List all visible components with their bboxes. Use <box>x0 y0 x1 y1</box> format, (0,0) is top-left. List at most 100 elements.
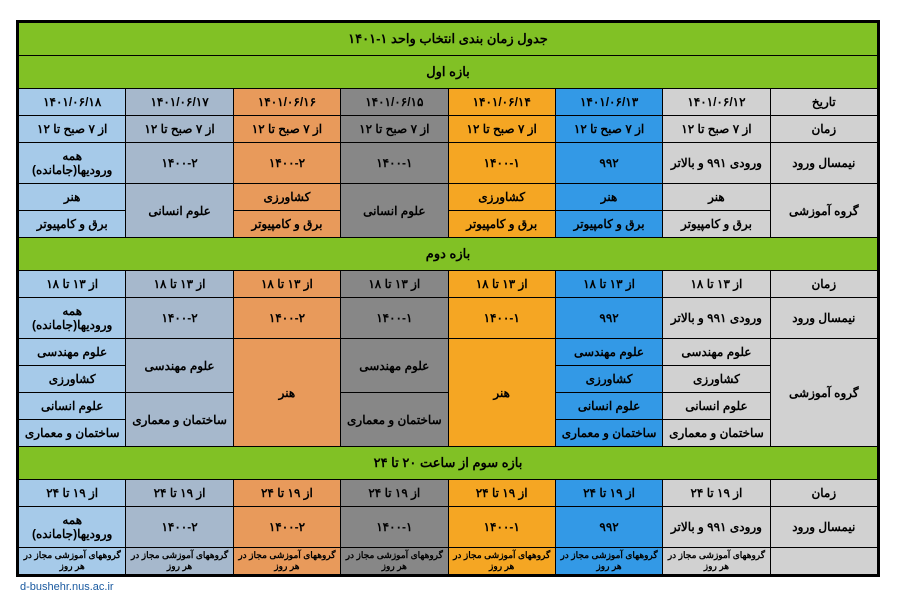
group-cell: ساختمان و معماری <box>341 393 448 447</box>
hdr-time: زمان <box>770 116 877 143</box>
time-cell: از ۱۹ تا ۲۴ <box>233 480 340 507</box>
time-cell: از ۱۹ تا ۲۴ <box>555 480 662 507</box>
time-cell: از ۱۳ تا ۱۸ <box>233 271 340 298</box>
date-cell: ۱۴۰۱/۰۶/۱۶ <box>233 89 340 116</box>
hdr-group: گروه آموزشی <box>770 339 877 447</box>
group-cell: علوم مهندسی <box>663 339 770 366</box>
time-cell: از ۱۹ تا ۲۴ <box>126 480 233 507</box>
group-cell: برق و کامپیوتر <box>555 211 662 238</box>
time-cell: از ۱۹ تا ۲۴ <box>19 480 126 507</box>
group-cell: برق و کامپیوتر <box>663 211 770 238</box>
phase3-title: بازه سوم از ساعت ۲۰ تا ۲۴ <box>19 447 878 480</box>
sem-cell: همه ورودیها(جامانده) <box>19 298 126 339</box>
time-cell: از ۷ صبح تا ۱۲ <box>19 116 126 143</box>
sem-cell: ورودی ۹۹۱ و بالاتر <box>663 298 770 339</box>
time-cell: از ۷ صبح تا ۱۲ <box>126 116 233 143</box>
group-cell: برق و کامپیوتر <box>448 211 555 238</box>
time-cell: از ۱۳ تا ۱۸ <box>555 271 662 298</box>
group-cell: علوم مهندسی <box>126 339 233 393</box>
group-cell: هنر <box>233 339 340 447</box>
group-cell: هنر <box>555 184 662 211</box>
time-cell: از ۱۹ تا ۲۴ <box>663 480 770 507</box>
sem-cell: ۱۴۰۰-۱ <box>341 143 448 184</box>
group-cell: علوم انسانی <box>555 393 662 420</box>
time-cell: از ۱۳ تا ۱۸ <box>126 271 233 298</box>
main-title: جدول زمان بندی انتخاب واحد ۱-۱۴۰۱ <box>19 23 878 56</box>
date-cell: ۱۴۰۱/۰۶/۱۵ <box>341 89 448 116</box>
group-row: گروه آموزشی علوم مهندسی علوم مهندسی هنر … <box>19 339 878 366</box>
group-cell: گروههای آموزشی مجاز در هر روز <box>555 548 662 575</box>
hdr-sem: نیمسال ورود <box>770 143 877 184</box>
sem-cell: ۱۴۰۰-۲ <box>233 143 340 184</box>
group-cell: علوم انسانی <box>663 393 770 420</box>
time-cell: از ۷ صبح تا ۱۲ <box>448 116 555 143</box>
sem-cell: ۱۴۰۰-۱ <box>341 507 448 548</box>
sem-cell: ورودی ۹۹۱ و بالاتر <box>663 143 770 184</box>
group-cell: برق و کامپیوتر <box>233 211 340 238</box>
phase1-title: بازه اول <box>19 56 878 89</box>
group-cell: گروههای آموزشی مجاز در هر روز <box>126 548 233 575</box>
group-cell: علوم مهندسی <box>555 339 662 366</box>
hdr-group: گروه آموزشی <box>770 184 877 238</box>
time-row: زمان از ۷ صبح تا ۱۲ از ۷ صبح تا ۱۲ از ۷ … <box>19 116 878 143</box>
sem-cell: ۱۴۰۰-۲ <box>233 298 340 339</box>
group-row: گروههای آموزشی مجاز در هر روز گروههای آم… <box>19 548 878 575</box>
group-cell: علوم انسانی <box>341 184 448 238</box>
group-row: گروه آموزشی هنر هنر کشاورزی علوم انسانی … <box>19 184 878 211</box>
sem-cell: ۱۴۰۰-۲ <box>126 143 233 184</box>
group-cell: کشاورزی <box>19 366 126 393</box>
time-row: زمان از ۱۹ تا ۲۴ از ۱۹ تا ۲۴ از ۱۹ تا ۲۴… <box>19 480 878 507</box>
group-cell: گروههای آموزشی مجاز در هر روز <box>663 548 770 575</box>
group-cell: گروههای آموزشی مجاز در هر روز <box>233 548 340 575</box>
group-cell: ساختمان و معماری <box>555 420 662 447</box>
hdr-group <box>770 548 877 575</box>
sem-cell: ورودی ۹۹۱ و بالاتر <box>663 507 770 548</box>
date-row: تاریخ ۱۴۰۱/۰۶/۱۲ ۱۴۰۱/۰۶/۱۳ ۱۴۰۱/۰۶/۱۴ ۱… <box>19 89 878 116</box>
footer-url: d-bushehr.nus.ac.ir <box>20 581 880 593</box>
group-cell: گروههای آموزشی مجاز در هر روز <box>19 548 126 575</box>
group-cell: کشاورزی <box>233 184 340 211</box>
sem-cell: ۱۴۰۰-۱ <box>341 298 448 339</box>
hdr-sem: نیمسال ورود <box>770 507 877 548</box>
sem-cell: ۹۹۲ <box>555 298 662 339</box>
sem-row: نیمسال ورود ورودی ۹۹۱ و بالاتر ۹۹۲ ۱۴۰۰-… <box>19 143 878 184</box>
time-cell: از ۱۳ تا ۱۸ <box>19 271 126 298</box>
group-cell: هنر <box>663 184 770 211</box>
hdr-time: زمان <box>770 271 877 298</box>
hdr-time: زمان <box>770 480 877 507</box>
group-cell: هنر <box>19 184 126 211</box>
group-cell: ساختمان و معماری <box>19 420 126 447</box>
time-cell: از ۷ صبح تا ۱۲ <box>663 116 770 143</box>
sem-row: نیمسال ورود ورودی ۹۹۱ و بالاتر ۹۹۲ ۱۴۰۰-… <box>19 298 878 339</box>
group-cell: هنر <box>448 339 555 447</box>
sem-row: نیمسال ورود ورودی ۹۹۱ و بالاتر ۹۹۲ ۱۴۰۰-… <box>19 507 878 548</box>
date-cell: ۱۴۰۱/۰۶/۱۸ <box>19 89 126 116</box>
group-cell: علوم مهندسی <box>341 339 448 393</box>
schedule-table: جدول زمان بندی انتخاب واحد ۱-۱۴۰۱ بازه ا… <box>16 20 880 577</box>
time-cell: از ۷ صبح تا ۱۲ <box>233 116 340 143</box>
group-cell: گروههای آموزشی مجاز در هر روز <box>448 548 555 575</box>
date-cell: ۱۴۰۱/۰۶/۱۳ <box>555 89 662 116</box>
time-cell: از ۱۳ تا ۱۸ <box>448 271 555 298</box>
group-cell: علوم انسانی <box>126 184 233 238</box>
sem-cell: ۱۴۰۰-۱ <box>448 143 555 184</box>
group-cell: کشاورزی <box>448 184 555 211</box>
time-cell: از ۷ صبح تا ۱۲ <box>341 116 448 143</box>
phase2-title: بازه دوم <box>19 238 878 271</box>
sem-cell: همه ورودیها(جامانده) <box>19 143 126 184</box>
sem-cell: همه ورودیها(جامانده) <box>19 507 126 548</box>
hdr-date: تاریخ <box>770 89 877 116</box>
group-cell: کشاورزی <box>555 366 662 393</box>
date-cell: ۱۴۰۱/۰۶/۱۷ <box>126 89 233 116</box>
hdr-sem: نیمسال ورود <box>770 298 877 339</box>
group-cell: علوم مهندسی <box>19 339 126 366</box>
time-cell: از ۱۳ تا ۱۸ <box>663 271 770 298</box>
date-cell: ۱۴۰۱/۰۶/۱۴ <box>448 89 555 116</box>
time-cell: از ۱۹ تا ۲۴ <box>341 480 448 507</box>
sem-cell: ۹۹۲ <box>555 507 662 548</box>
group-cell: کشاورزی <box>663 366 770 393</box>
time-cell: از ۷ صبح تا ۱۲ <box>555 116 662 143</box>
time-cell: از ۱۹ تا ۲۴ <box>448 480 555 507</box>
group-cell: ساختمان و معماری <box>126 393 233 447</box>
time-row: زمان از ۱۳ تا ۱۸ از ۱۳ تا ۱۸ از ۱۳ تا ۱۸… <box>19 271 878 298</box>
